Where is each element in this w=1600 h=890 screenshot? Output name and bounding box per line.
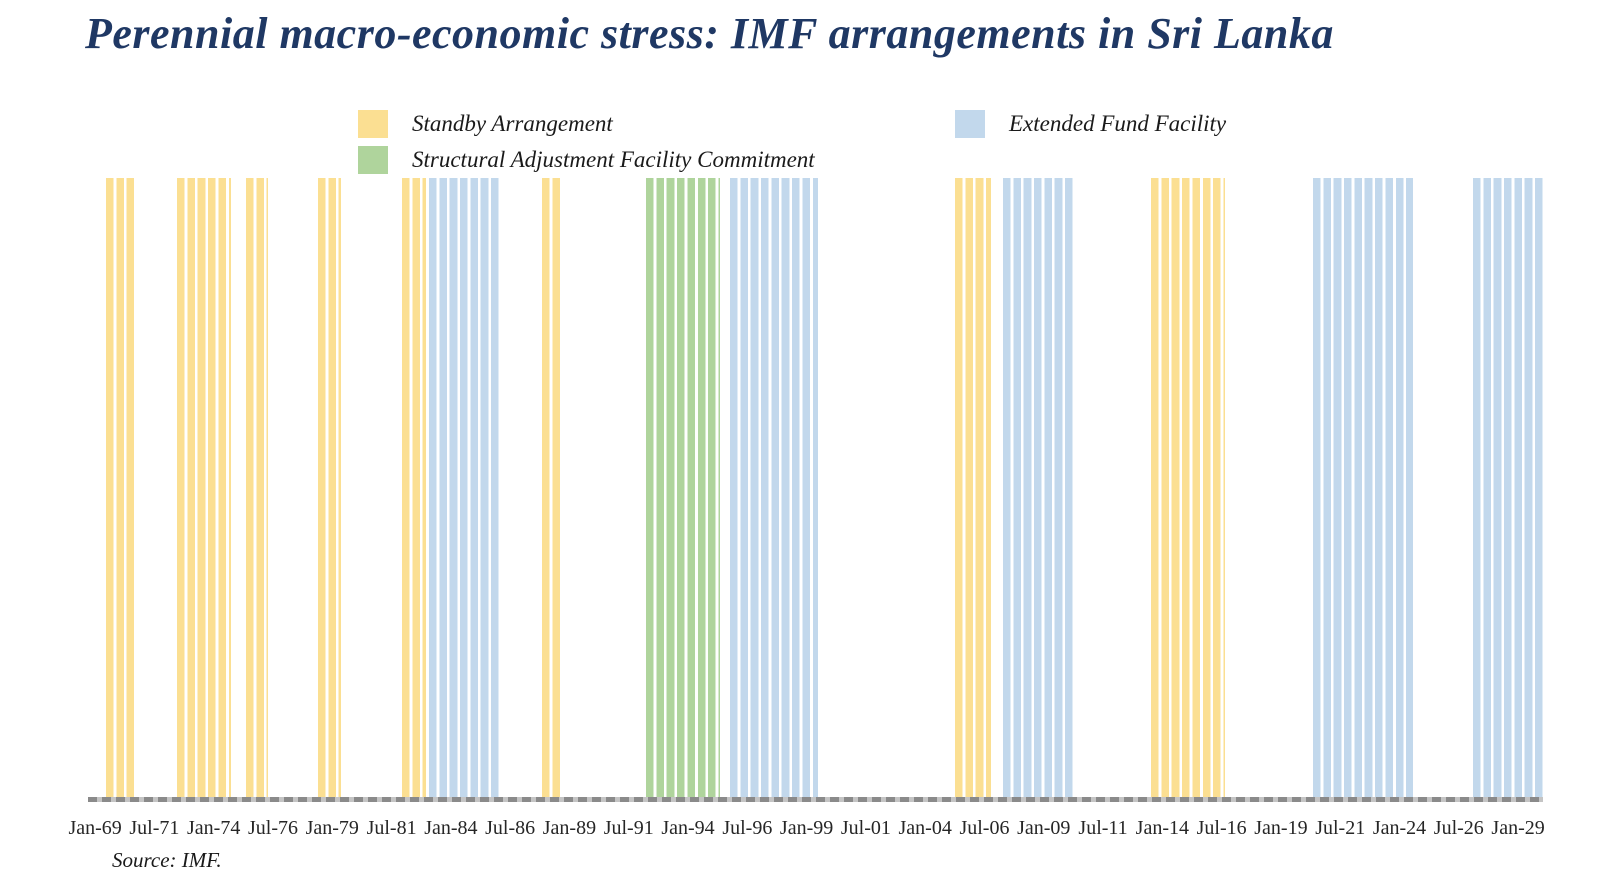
arrangement-bar-sba xyxy=(542,178,562,797)
source-note: Source: IMF. xyxy=(112,848,222,872)
x-tick-label: Jan-79 xyxy=(305,817,359,839)
x-axis-line xyxy=(88,797,1543,802)
x-tick-label: Jul-96 xyxy=(722,817,773,839)
x-tick-label: Jan-19 xyxy=(1254,817,1308,839)
legend-item-standby-arrangement: Standby Arrangement xyxy=(358,110,613,138)
x-tick-label: Jan-69 xyxy=(68,817,122,839)
x-tick-label: Jan-24 xyxy=(1372,817,1427,839)
x-tick-label: Jan-04 xyxy=(898,817,952,839)
x-tick-label: Jul-16 xyxy=(1196,817,1247,839)
legend-item-extended-fund-facility: Extended Fund Facility xyxy=(955,110,1226,138)
arrangement-bar-eff xyxy=(1002,178,1075,797)
x-tick-label: Jul-91 xyxy=(603,817,654,839)
x-tick-label: Jul-01 xyxy=(840,817,891,839)
x-tick-label: Jan-29 xyxy=(1491,817,1545,839)
x-tick-label: Jul-76 xyxy=(247,817,298,839)
arrangement-bar-saf xyxy=(646,178,720,797)
x-tick-label: Jan-74 xyxy=(187,817,241,839)
arrangement-bar-eff xyxy=(1472,178,1543,797)
standby-arrangement-swatch xyxy=(358,110,388,138)
arrangement-bar-sba xyxy=(317,178,342,797)
x-tick-label: Jul-71 xyxy=(129,817,180,839)
arrangement-bar-sba xyxy=(105,178,135,797)
x-tick-label: Jan-99 xyxy=(779,817,834,839)
arrangement-bar-eff xyxy=(729,178,818,797)
legend-label: Extended Fund Facility xyxy=(1009,111,1227,136)
arrangement-bar-sba xyxy=(176,178,231,797)
arrangement-bar-eff xyxy=(1312,178,1413,797)
x-tick-label: Jul-21 xyxy=(1315,817,1366,839)
structural-adjustment-facility-swatch xyxy=(358,146,388,174)
arrangement-bar-sba xyxy=(954,178,992,797)
chart-title: Perennial macro-economic stress: IMF arr… xyxy=(85,9,1334,58)
x-tick-label: Jan-84 xyxy=(424,817,478,839)
arrangement-bar-eff xyxy=(428,178,502,797)
x-tick-label: Jan-09 xyxy=(1017,817,1071,839)
x-tick-label: Jan-94 xyxy=(661,817,715,839)
arrangement-bar-sba xyxy=(402,178,427,797)
legend-label: Standby Arrangement xyxy=(412,111,613,136)
x-tick-label: Jul-26 xyxy=(1433,817,1484,839)
x-tick-label: Jul-06 xyxy=(959,817,1010,839)
arrangement-bar-sba xyxy=(1151,178,1226,797)
legend-label: Structural Adjustment Facility Commitmen… xyxy=(412,147,815,172)
extended-fund-facility-swatch xyxy=(955,110,985,138)
legend-item-structural-adjustment-facility: Structural Adjustment Facility Commitmen… xyxy=(358,146,815,174)
x-tick-label: Jul-86 xyxy=(485,817,536,839)
arrangement-bar-sba xyxy=(246,178,268,797)
x-tick-label: Jul-81 xyxy=(366,817,417,839)
x-tick-label: Jan-89 xyxy=(542,817,597,839)
x-tick-label: Jan-14 xyxy=(1135,817,1190,839)
x-tick-label: Jul-11 xyxy=(1078,817,1128,839)
